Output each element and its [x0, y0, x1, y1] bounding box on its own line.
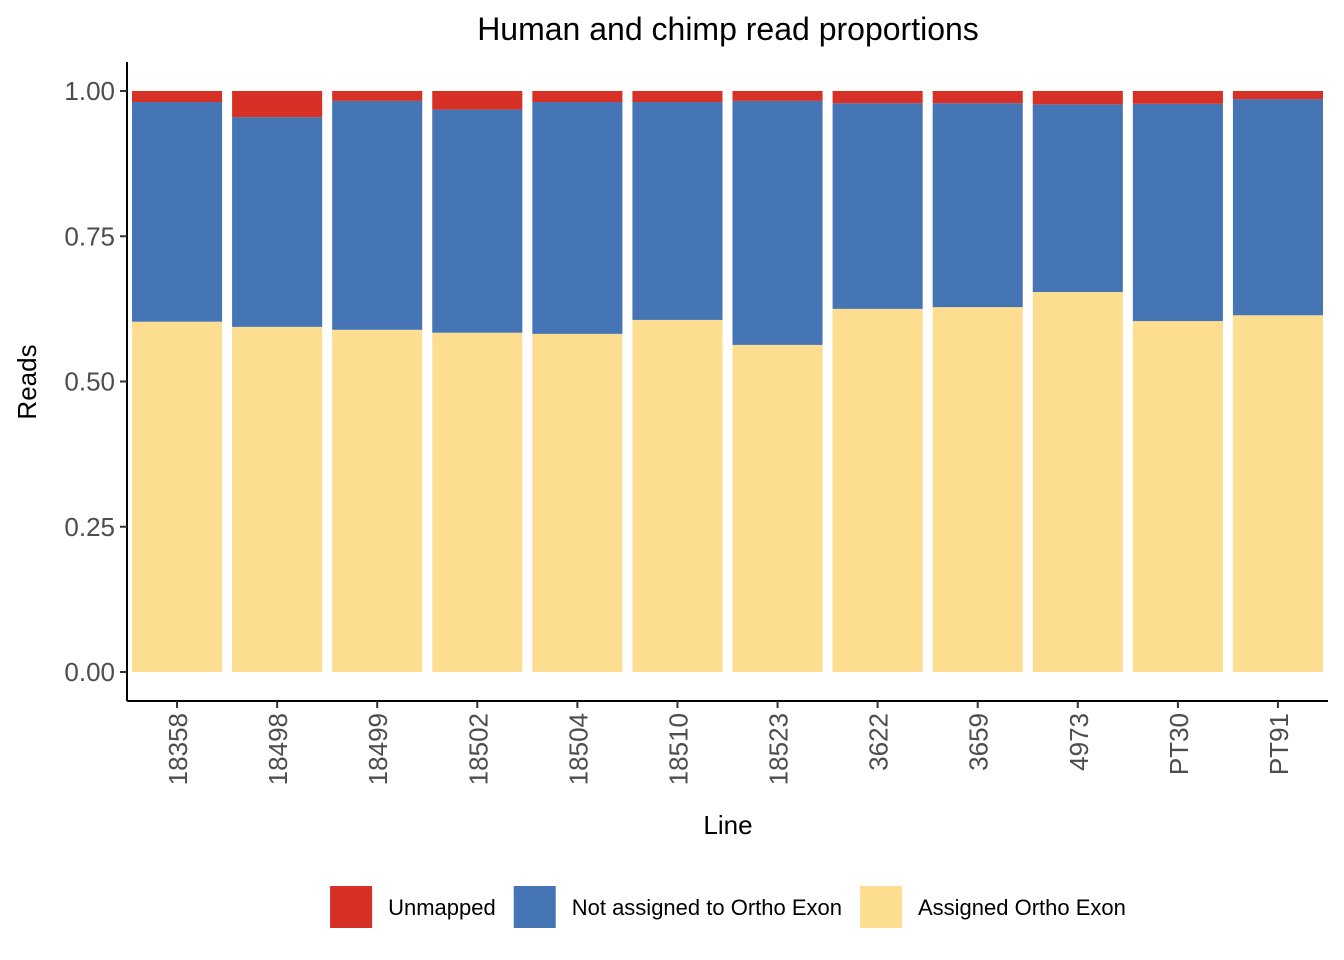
bar-unmapped-pt30 — [1132, 91, 1223, 104]
x-tick-label-pt91: PT91 — [1264, 713, 1294, 775]
legend: Unmapped Not assigned to Ortho Exon Assign… — [330, 886, 1126, 928]
bar-unmapped-18498 — [232, 91, 323, 118]
bar-unmapped-18523 — [732, 91, 823, 101]
bar-unmapped-3659 — [932, 91, 1023, 104]
legend-key-assigned-ortho-exon — [860, 886, 902, 928]
x-tick-label-pt30: PT30 — [1164, 713, 1194, 775]
bar-assigned-ortho-exon-18358 — [132, 321, 223, 672]
x-tick-label-18358: 18358 — [163, 713, 193, 785]
bar-not-assigned-to-ortho-exon-18523 — [732, 100, 823, 345]
bar-assigned-ortho-exon-pt30 — [1132, 321, 1223, 672]
legend-label-not-assigned-to-ortho-exon: Not assigned to Ortho Exon — [572, 895, 842, 920]
bar-unmapped-pt91 — [1232, 91, 1323, 100]
bar-not-assigned-to-ortho-exon-18510 — [632, 102, 723, 320]
bar-not-assigned-to-ortho-exon-4973 — [1032, 104, 1123, 293]
x-tick-label-18504: 18504 — [563, 713, 593, 785]
bar-unmapped-18504 — [532, 91, 623, 103]
bar-assigned-ortho-exon-3622 — [832, 308, 923, 673]
x-axis-title: Line — [703, 810, 752, 840]
bar-assigned-ortho-exon-18502 — [432, 332, 523, 672]
bar-not-assigned-to-ortho-exon-3622 — [832, 103, 923, 309]
y-tick-label: 0.75 — [64, 221, 115, 251]
x-tick-label-3659: 3659 — [964, 713, 994, 771]
y-tick-label: 0.00 — [64, 657, 115, 687]
bar-not-assigned-to-ortho-exon-18499 — [332, 100, 423, 330]
legend-label-unmapped: Unmapped — [388, 895, 496, 920]
y-tick-label: 1.00 — [64, 76, 115, 106]
bars-group — [132, 91, 1323, 673]
bar-not-assigned-to-ortho-exon-18358 — [132, 102, 223, 322]
legend-label-assigned-ortho-exon: Assigned Ortho Exon — [918, 895, 1126, 920]
bar-unmapped-4973 — [1032, 91, 1123, 105]
x-tick-label-3622: 3622 — [864, 713, 894, 771]
x-tick-label-18498: 18498 — [263, 713, 293, 785]
legend-key-not-assigned-to-ortho-exon — [513, 886, 556, 928]
bar-assigned-ortho-exon-pt91 — [1232, 315, 1323, 672]
bar-unmapped-18499 — [332, 91, 423, 101]
bar-unmapped-3622 — [832, 91, 923, 104]
bar-unmapped-18358 — [132, 91, 223, 103]
bar-assigned-ortho-exon-4973 — [1032, 292, 1123, 672]
bar-assigned-ortho-exon-18523 — [732, 344, 823, 672]
bar-not-assigned-to-ortho-exon-pt91 — [1232, 99, 1323, 316]
bar-not-assigned-to-ortho-exon-18502 — [432, 109, 523, 333]
y-tick-label: 0.25 — [64, 512, 115, 542]
bar-not-assigned-to-ortho-exon-3659 — [932, 103, 1023, 308]
bar-not-assigned-to-ortho-exon-pt30 — [1132, 103, 1223, 322]
bar-not-assigned-to-ortho-exon-18504 — [532, 102, 623, 334]
x-tick-label-18510: 18510 — [663, 713, 693, 785]
bar-assigned-ortho-exon-18510 — [632, 319, 723, 672]
x-tick-label-18523: 18523 — [764, 713, 794, 785]
x-tick-label-4973: 4973 — [1064, 713, 1094, 771]
bar-assigned-ortho-exon-18504 — [532, 333, 623, 672]
x-tick-label-18502: 18502 — [463, 713, 493, 785]
bar-unmapped-18510 — [632, 91, 723, 103]
bar-assigned-ortho-exon-18498 — [232, 326, 323, 672]
y-axis-title: Reads — [12, 344, 42, 419]
bar-not-assigned-to-ortho-exon-18498 — [232, 117, 323, 327]
bar-unmapped-18502 — [432, 91, 523, 110]
bar-assigned-ortho-exon-18499 — [332, 329, 423, 672]
y-tick-label: 0.50 — [64, 367, 115, 397]
axes-group: 0.00 0.25 0.50 0.75 1.00 18358 18498 18499 18502… — [64, 62, 1328, 785]
chart-title: Human and chimp read proportions — [477, 11, 979, 47]
x-tick-label-18499: 18499 — [363, 713, 393, 785]
legend-key-unmapped — [330, 886, 373, 928]
bar-assigned-ortho-exon-3659 — [932, 307, 1023, 672]
